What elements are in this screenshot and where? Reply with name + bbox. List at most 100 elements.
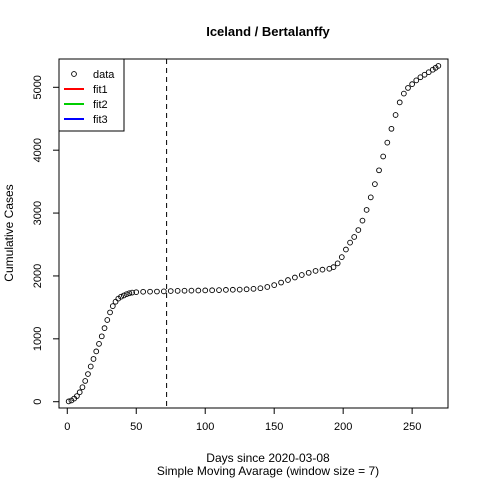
data-point bbox=[229, 286, 236, 293]
data-point bbox=[435, 63, 442, 69]
data-point bbox=[202, 287, 209, 294]
x-tick-label: 50 bbox=[130, 421, 142, 433]
data-point bbox=[380, 153, 387, 160]
data-point bbox=[384, 139, 391, 146]
data-point bbox=[319, 266, 326, 273]
data-point bbox=[82, 378, 89, 384]
data-point bbox=[243, 286, 250, 293]
y-axis-label: Cumulative Cases bbox=[2, 184, 16, 281]
y-tick-label: 0 bbox=[32, 399, 44, 405]
y-tick-label: 5000 bbox=[32, 75, 44, 99]
data-point bbox=[388, 125, 395, 132]
data-point bbox=[347, 239, 353, 246]
x-tick-label: 150 bbox=[265, 421, 283, 433]
data-point bbox=[392, 112, 399, 118]
data-point bbox=[271, 282, 278, 288]
data-point bbox=[351, 234, 358, 240]
data-point bbox=[126, 290, 133, 297]
x-axis-label: Days since 2020-03-08 bbox=[206, 451, 330, 465]
data-point bbox=[417, 74, 424, 81]
x-tick-label: 100 bbox=[196, 421, 214, 433]
data-point bbox=[367, 194, 374, 201]
x-axis: 0 50 100 150 200 250 bbox=[64, 407, 421, 433]
data-point bbox=[195, 287, 202, 294]
data-point bbox=[104, 317, 111, 323]
data-point bbox=[236, 286, 243, 293]
data-point bbox=[343, 246, 349, 253]
data-point bbox=[133, 289, 140, 296]
data-point bbox=[409, 81, 415, 88]
data-point bbox=[188, 287, 195, 294]
data-point bbox=[181, 287, 188, 294]
legend: data fit1 fit2 fit3 bbox=[58, 58, 125, 132]
data-point bbox=[209, 287, 215, 294]
data-point bbox=[278, 279, 284, 286]
x-tick-label: 250 bbox=[403, 421, 421, 433]
data-point bbox=[330, 264, 337, 270]
data-point bbox=[74, 393, 80, 399]
data-point bbox=[292, 274, 298, 281]
data-point bbox=[118, 293, 124, 300]
data-point bbox=[85, 371, 91, 377]
data-point bbox=[98, 333, 105, 340]
data-point bbox=[425, 69, 432, 76]
data-point bbox=[257, 285, 264, 292]
data-point bbox=[223, 287, 229, 293]
data-point bbox=[421, 71, 428, 78]
data-point bbox=[355, 227, 362, 233]
data-point bbox=[359, 217, 366, 224]
y-axis: 0 1000 2000 3000 4000 5000 bbox=[32, 75, 60, 405]
legend-label: fit2 bbox=[93, 99, 108, 111]
data-point bbox=[401, 90, 407, 97]
data-point bbox=[160, 288, 167, 295]
x-tick-label: 0 bbox=[64, 421, 70, 433]
data-point bbox=[107, 309, 113, 316]
data-point bbox=[216, 287, 222, 293]
data-point bbox=[312, 268, 319, 274]
data-point bbox=[372, 181, 378, 187]
data-point bbox=[120, 292, 127, 299]
x-tick-label: 200 bbox=[334, 421, 352, 433]
data-point bbox=[101, 325, 108, 331]
legend-marker bbox=[71, 71, 77, 77]
data-point bbox=[405, 85, 411, 91]
data-point bbox=[334, 260, 341, 267]
data-point bbox=[90, 356, 97, 362]
data-point bbox=[338, 254, 345, 260]
data-point bbox=[363, 207, 370, 213]
data-point bbox=[140, 288, 146, 295]
data-point bbox=[264, 284, 271, 290]
data-point bbox=[87, 363, 94, 370]
data-point bbox=[305, 269, 312, 276]
y-tick-label: 2000 bbox=[32, 264, 44, 288]
data-point bbox=[112, 298, 119, 305]
data-point bbox=[154, 288, 160, 295]
data-point bbox=[129, 289, 135, 296]
legend-label: data bbox=[93, 69, 115, 81]
data-point bbox=[123, 291, 130, 298]
legend-label: fit3 bbox=[93, 114, 108, 126]
data-point bbox=[298, 272, 305, 278]
data-point bbox=[413, 77, 420, 84]
data-point bbox=[76, 389, 83, 396]
data-series-points bbox=[65, 63, 442, 405]
data-point bbox=[396, 99, 403, 106]
legend-label: fit1 bbox=[93, 84, 108, 96]
data-point bbox=[167, 288, 174, 294]
y-tick-label: 3000 bbox=[32, 201, 44, 225]
data-point bbox=[174, 287, 181, 294]
chart-subtitle: Simple Moving Avarage (window size = 7) bbox=[157, 464, 379, 478]
data-point bbox=[250, 285, 257, 292]
data-point bbox=[93, 348, 100, 355]
data-point bbox=[96, 341, 102, 347]
y-tick-label: 1000 bbox=[32, 327, 44, 351]
data-point bbox=[65, 398, 72, 405]
data-point bbox=[79, 384, 86, 391]
data-point bbox=[147, 288, 153, 295]
data-point bbox=[376, 167, 382, 174]
data-point bbox=[285, 277, 291, 283]
data-point bbox=[109, 303, 116, 309]
y-tick-label: 4000 bbox=[32, 138, 44, 162]
chart-title: Iceland / Bertalanffy bbox=[206, 24, 330, 39]
